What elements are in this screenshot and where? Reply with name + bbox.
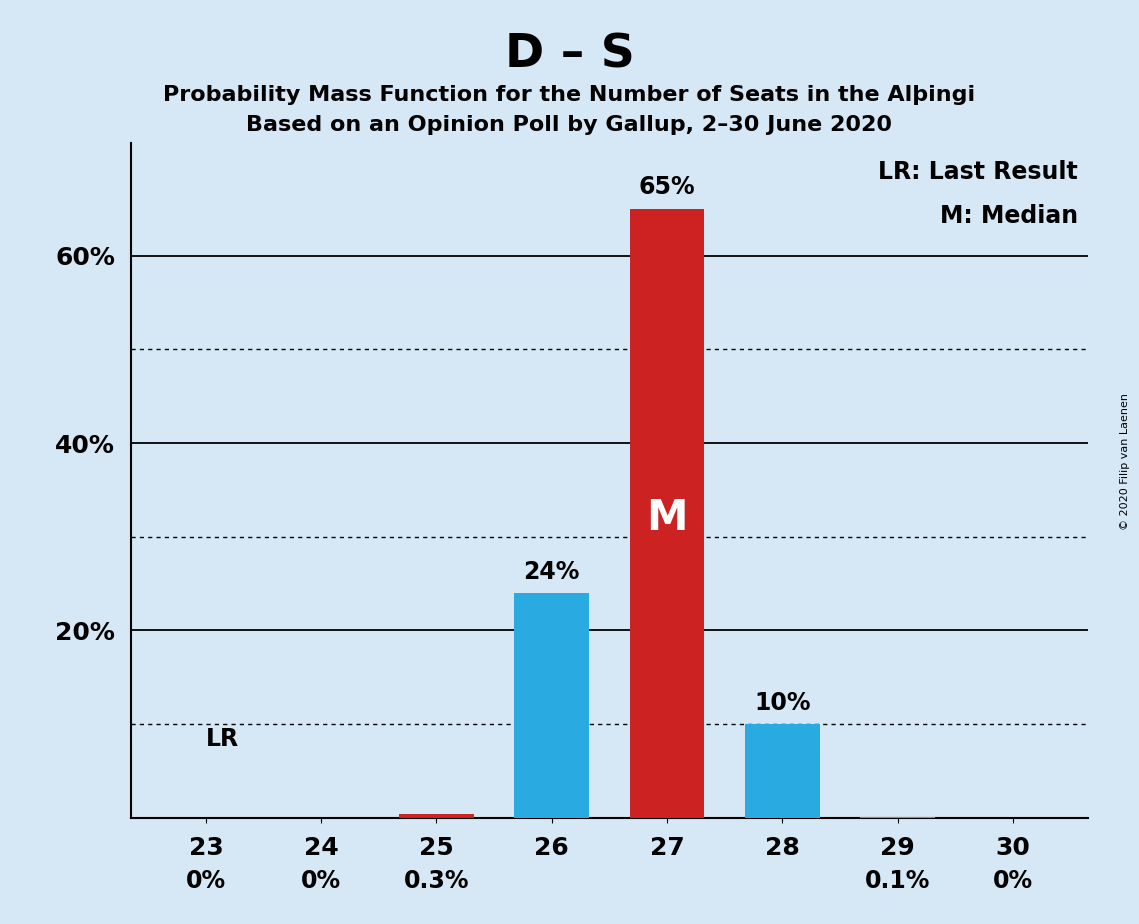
Text: Based on an Opinion Poll by Gallup, 2–30 June 2020: Based on an Opinion Poll by Gallup, 2–30… [246,115,893,135]
Bar [860,817,935,818]
Text: M: M [646,497,688,539]
Text: 0.1%: 0.1% [865,869,931,894]
Text: 0%: 0% [993,869,1033,894]
Bar [399,815,474,818]
Bar [399,814,474,818]
Text: 0%: 0% [186,869,226,894]
Text: LR: Last Result: LR: Last Result [878,160,1079,184]
Bar [745,724,820,818]
Bar [630,209,704,818]
Text: 0.3%: 0.3% [403,869,469,894]
Text: 24%: 24% [524,560,580,584]
Text: © 2020 Filip van Laenen: © 2020 Filip van Laenen [1121,394,1130,530]
Text: Probability Mass Function for the Number of Seats in the Alþingi: Probability Mass Function for the Number… [163,85,976,105]
Text: 10%: 10% [754,690,811,714]
Bar [515,593,589,818]
Text: LR: LR [206,727,239,751]
Text: 0%: 0% [301,869,342,894]
Text: 65%: 65% [639,176,695,200]
Text: M: Median: M: Median [940,204,1079,228]
Text: D – S: D – S [505,32,634,78]
